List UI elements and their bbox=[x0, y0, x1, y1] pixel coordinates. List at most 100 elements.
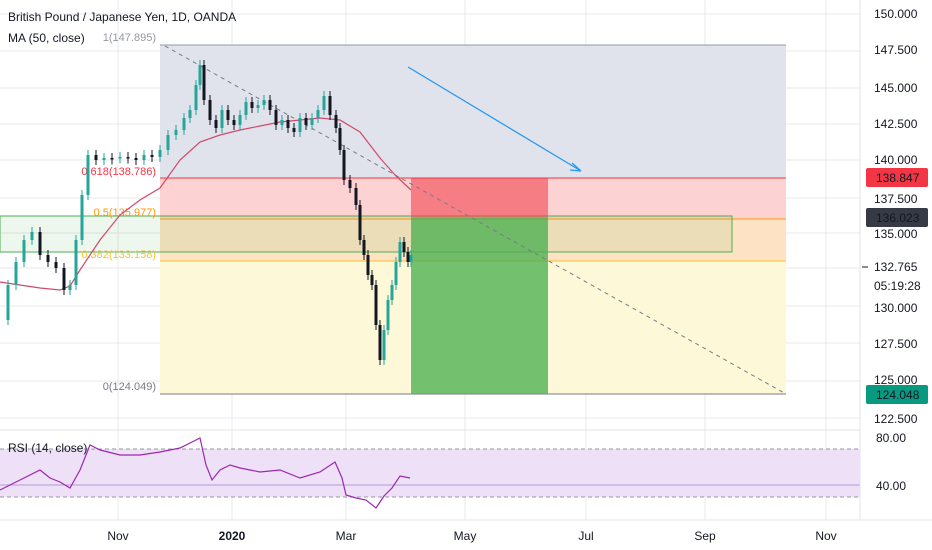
candle-body bbox=[280, 120, 284, 125]
candle-body bbox=[262, 100, 266, 105]
candle-body bbox=[46, 255, 50, 262]
candle-body bbox=[328, 96, 332, 115]
candle-body bbox=[232, 120, 236, 125]
candle-body bbox=[126, 157, 130, 159]
fib-zone-1-0618 bbox=[160, 45, 786, 178]
time-tick: 2020 bbox=[219, 529, 246, 543]
time-tick: Jul bbox=[578, 529, 593, 543]
price-tick: 130.000 bbox=[874, 301, 918, 315]
candle-body bbox=[398, 242, 402, 262]
candle-body bbox=[409, 255, 413, 262]
candle-body bbox=[158, 150, 162, 157]
price-tick: 150.000 bbox=[874, 7, 918, 21]
take-profit-zone[interactable] bbox=[411, 218, 548, 394]
badge-target-label: 124.048 bbox=[876, 388, 920, 402]
candle-body bbox=[304, 118, 308, 125]
time-tick: Sep bbox=[694, 529, 716, 543]
candle-body bbox=[68, 285, 72, 290]
candle-body bbox=[406, 252, 410, 262]
candle-body bbox=[86, 155, 90, 195]
price-tick: 135.000 bbox=[874, 227, 918, 241]
candle-body bbox=[366, 255, 370, 275]
candle-body bbox=[198, 65, 202, 85]
time-tick: May bbox=[454, 529, 477, 543]
candle-body bbox=[386, 300, 390, 330]
candle-body bbox=[238, 115, 242, 125]
candle-body bbox=[30, 232, 34, 240]
candle-body bbox=[402, 242, 406, 252]
range-box[interactable] bbox=[0, 215, 733, 253]
candle-body bbox=[142, 155, 146, 160]
candle-body bbox=[292, 128, 296, 132]
time-tick: Nov bbox=[107, 529, 128, 543]
symbol-title[interactable]: British Pound / Japanese Yen, 1D, OANDA bbox=[8, 10, 237, 24]
candle-body bbox=[208, 100, 212, 120]
candle-body bbox=[150, 155, 154, 157]
candle-body bbox=[110, 158, 114, 160]
candle-body bbox=[362, 240, 366, 255]
candle-body bbox=[286, 120, 290, 128]
candle-body bbox=[54, 262, 58, 268]
price-tick: 140.000 bbox=[874, 153, 918, 167]
candle-body bbox=[338, 128, 342, 150]
candle-body bbox=[322, 96, 326, 110]
candle-body bbox=[194, 85, 198, 110]
price-tick: 137.500 bbox=[874, 192, 918, 206]
candle-body bbox=[250, 102, 254, 108]
candle-body bbox=[166, 135, 170, 150]
rsi-line[interactable] bbox=[0, 437, 411, 509]
candle-body bbox=[74, 240, 78, 285]
badge-entry: 136.023 bbox=[866, 208, 928, 227]
candles[interactable] bbox=[6, 60, 413, 365]
price-axis[interactable]: 150.000 147.500 145.000 142.500 140.000 … bbox=[862, 7, 921, 426]
candle-body bbox=[354, 188, 358, 205]
fib-label-0382: 0.382(133.158) bbox=[81, 249, 156, 261]
time-tick: Nov bbox=[815, 529, 836, 543]
ma-indicator-label[interactable]: MA (50, close) bbox=[8, 31, 85, 45]
badge-target: 124.048 bbox=[866, 385, 928, 404]
fib-label-0: 0(124.049) bbox=[103, 381, 156, 393]
candle-body bbox=[202, 65, 206, 100]
rsi-indicator-label[interactable]: RSI (14, close) bbox=[8, 441, 88, 455]
candle-body bbox=[390, 285, 394, 300]
candle-body bbox=[244, 102, 248, 115]
candle-body bbox=[358, 205, 362, 240]
candle-body bbox=[80, 195, 84, 240]
candle-body bbox=[214, 120, 218, 128]
candle-body bbox=[382, 330, 386, 360]
price-tick: 125.000 bbox=[874, 373, 918, 387]
ma-line[interactable] bbox=[0, 117, 412, 291]
candle-body bbox=[22, 240, 26, 262]
candle-body bbox=[334, 115, 338, 128]
candle-body bbox=[38, 232, 42, 255]
candle-body bbox=[14, 262, 18, 285]
trend-arrow-icon[interactable] bbox=[407, 66, 582, 172]
trend-line-dashed[interactable] bbox=[164, 45, 787, 395]
badge-entry-label: 136.023 bbox=[876, 211, 920, 225]
price-tick: 145.000 bbox=[874, 81, 918, 95]
rsi-tick: 40.00 bbox=[876, 479, 906, 493]
candle-body bbox=[256, 105, 260, 108]
candle-body bbox=[62, 268, 66, 290]
badge-stop-label: 138.847 bbox=[876, 171, 920, 185]
candle-body bbox=[374, 285, 378, 325]
stop-loss-zone[interactable] bbox=[411, 178, 548, 218]
candle-body bbox=[394, 262, 398, 285]
price-tick: 127.500 bbox=[874, 337, 918, 351]
candle-body bbox=[348, 180, 352, 188]
rsi-axis[interactable]: 80.00 40.00 bbox=[876, 431, 906, 493]
candle-body bbox=[342, 150, 346, 180]
candle-body bbox=[310, 118, 314, 125]
fib-label-05: 0.5(135.977) bbox=[94, 207, 156, 219]
candle-body bbox=[94, 155, 98, 160]
price-tick: 147.500 bbox=[874, 43, 918, 57]
candle-body bbox=[268, 100, 272, 110]
candle-body bbox=[134, 158, 138, 160]
candle-body bbox=[378, 325, 382, 360]
price-tick: 142.500 bbox=[874, 117, 918, 131]
candle-body bbox=[370, 275, 374, 285]
rsi-band bbox=[0, 449, 860, 497]
countdown-timer: 05:19:28 bbox=[874, 279, 921, 293]
time-axis[interactable]: Nov 2020 Mar May Jul Sep Nov bbox=[107, 529, 836, 543]
